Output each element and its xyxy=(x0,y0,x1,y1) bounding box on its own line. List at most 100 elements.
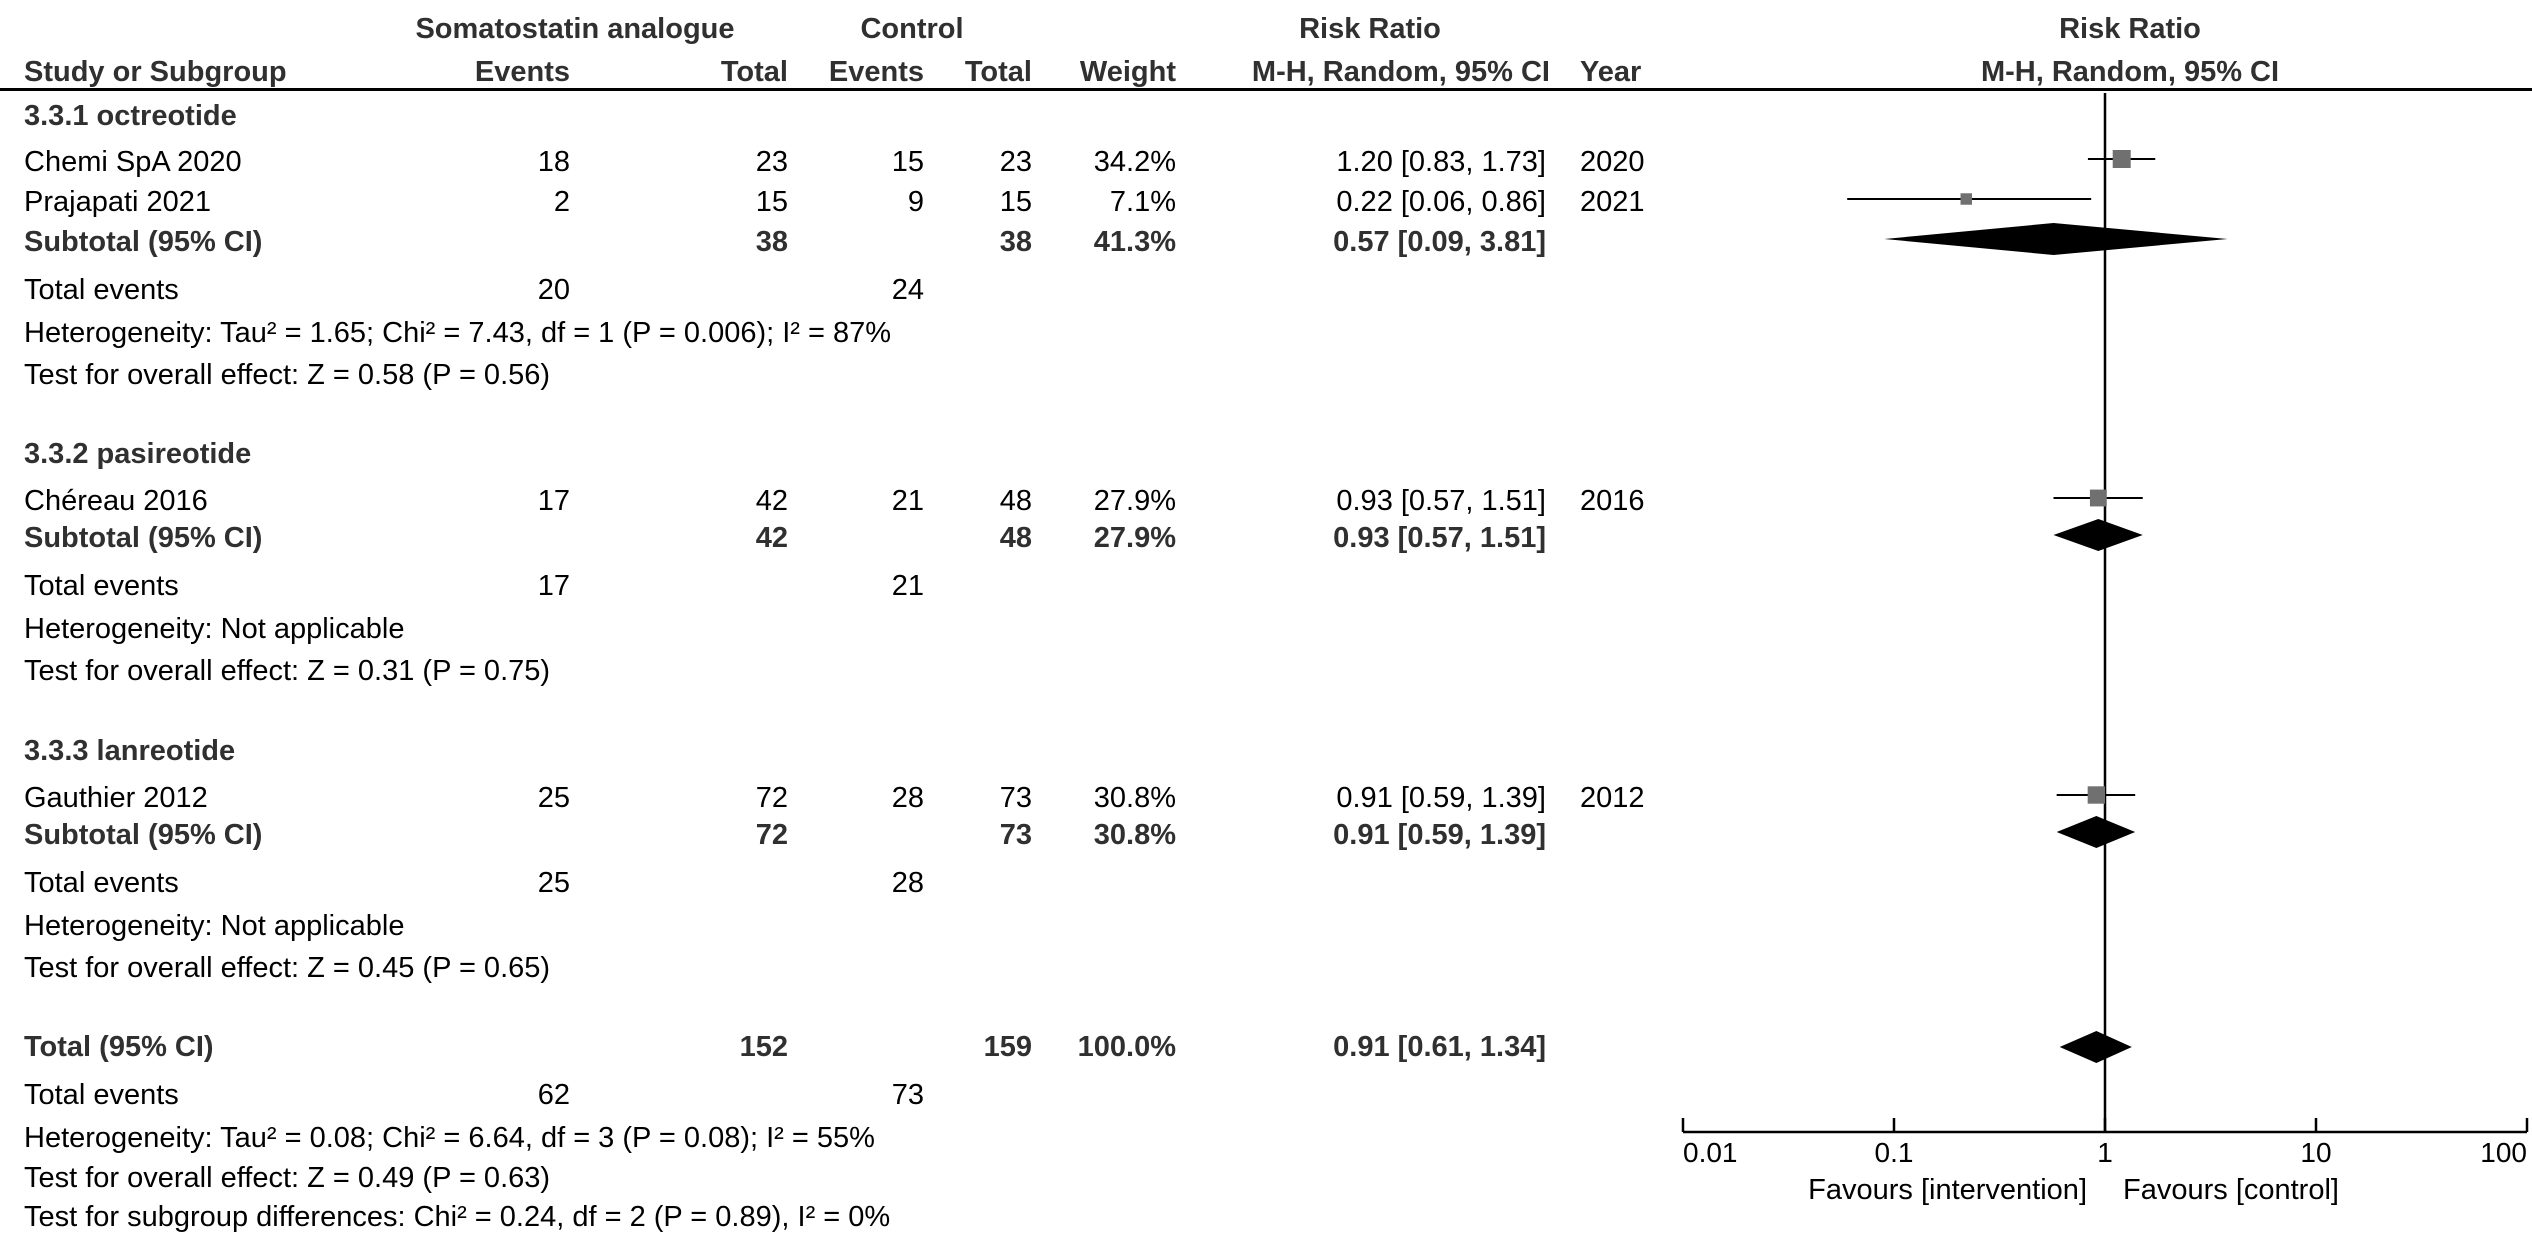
subtotal-label: Subtotal (95% CI) xyxy=(24,522,263,554)
study-weight: 34.2% xyxy=(1093,146,1176,178)
heterogeneity-text: Heterogeneity: Not applicable xyxy=(24,613,405,645)
subgroup-title: 3.3.3 lanreotide xyxy=(24,735,236,767)
subtotal-total2: 48 xyxy=(999,522,1032,554)
col-total1-header: Total xyxy=(720,56,788,88)
total-events2: 24 xyxy=(891,274,924,306)
study-total2: 15 xyxy=(999,186,1032,218)
x-axis-ticks: 0.01 0.1 1 10 100 xyxy=(1681,1118,2529,1168)
study-total2: 73 xyxy=(999,782,1032,814)
subtotal-ci: 0.93 [0.57, 1.51] xyxy=(1333,522,1546,554)
study-total1: 72 xyxy=(755,782,788,814)
study-point-estimate xyxy=(1960,193,1972,205)
study-name: Chemi SpA 2020 xyxy=(24,146,242,178)
study-weight: 7.1% xyxy=(1109,186,1176,218)
overall-ci: 0.91 [0.61, 1.34] xyxy=(1333,1031,1546,1063)
study-total1: 23 xyxy=(755,146,788,178)
total-events1: 25 xyxy=(537,867,570,899)
favours-control-label: Favours [control] xyxy=(2123,1174,2339,1206)
study-weight: 30.8% xyxy=(1093,782,1176,814)
col-events2-header: Events xyxy=(828,56,924,88)
study-events2: 9 xyxy=(907,186,924,218)
overall-effect-text: Test for overall effect: Z = 0.31 (P = 0… xyxy=(24,655,551,687)
x-axis-tick-label: 0.01 xyxy=(1683,1137,1738,1168)
overall-total1: 152 xyxy=(739,1031,788,1063)
subtotal-total2: 38 xyxy=(999,226,1032,258)
total-events1: 20 xyxy=(537,274,570,306)
study-year: 2020 xyxy=(1580,146,1645,178)
total-events1: 17 xyxy=(537,570,570,602)
overall-total2: 159 xyxy=(983,1031,1032,1063)
col-total2-header: Total xyxy=(964,56,1032,88)
study-point-estimate xyxy=(2112,150,2131,168)
col-year-header: Year xyxy=(1580,56,1642,88)
subtotal-ci: 0.57 [0.09, 3.81] xyxy=(1333,226,1546,258)
group2-header: Control xyxy=(860,13,964,45)
heterogeneity-text: Heterogeneity: Tau² = 1.65; Chi² = 7.43,… xyxy=(24,317,892,349)
pooled-diamond xyxy=(1884,223,2228,255)
subtotal-total1: 42 xyxy=(755,522,788,554)
study-events2: 28 xyxy=(891,782,924,814)
pooled-diamond xyxy=(2059,1031,2132,1063)
study-point-estimate xyxy=(2087,786,2106,804)
col-ci-header: M-H, Random, 95% CI xyxy=(1251,56,1550,88)
subtotal-total2: 73 xyxy=(999,819,1032,851)
total-events-label: Total events xyxy=(24,1079,179,1111)
study-events1: 2 xyxy=(553,186,570,218)
study-ci: 0.22 [0.06, 0.86] xyxy=(1336,186,1546,218)
study-events2: 21 xyxy=(891,485,924,517)
study-total1: 15 xyxy=(755,186,788,218)
study-name: Prajapati 2021 xyxy=(24,186,212,218)
study-point-estimate xyxy=(2089,489,2107,507)
subgroup-title: 3.3.2 pasireotide xyxy=(24,438,252,470)
study-ci: 0.91 [0.59, 1.39] xyxy=(1336,782,1546,814)
subtotal-total1: 72 xyxy=(755,819,788,851)
subtotal-ci: 0.91 [0.59, 1.39] xyxy=(1333,819,1546,851)
study-events2: 15 xyxy=(891,146,924,178)
total-events2: 28 xyxy=(891,867,924,899)
col-study-header: Study or Subgroup xyxy=(24,56,287,88)
x-axis-tick-label: 1 xyxy=(2097,1137,2113,1168)
plot-method-header: M-H, Random, 95% CI xyxy=(1980,56,2280,88)
group1-header: Somatostatin analogue xyxy=(415,13,735,45)
overall-effect-text: Test for overall effect: Z = 0.58 (P = 0… xyxy=(24,359,551,391)
forest-marks xyxy=(1847,150,2228,1063)
subtotal-total1: 38 xyxy=(755,226,788,258)
x-axis-tick-label: 0.1 xyxy=(1875,1137,1914,1168)
subtotal-label: Subtotal (95% CI) xyxy=(24,819,263,851)
heterogeneity-text: Heterogeneity: Not applicable xyxy=(24,910,405,942)
subtotal-weight: 30.8% xyxy=(1093,819,1176,851)
header-rule xyxy=(0,88,2532,91)
total-events-label: Total events xyxy=(24,570,179,602)
study-year: 2016 xyxy=(1580,485,1645,517)
study-name: Chéreau 2016 xyxy=(24,485,208,517)
col-weight-header: Weight xyxy=(1079,56,1176,88)
study-events1: 18 xyxy=(537,146,570,178)
subtotal-weight: 27.9% xyxy=(1093,522,1176,554)
study-year: 2012 xyxy=(1580,782,1645,814)
subtotal-weight: 41.3% xyxy=(1093,226,1176,258)
favours-intervention-label: Favours [intervention] xyxy=(1808,1174,2087,1206)
study-year: 2021 xyxy=(1580,186,1645,218)
study-ci: 1.20 [0.83, 1.73] xyxy=(1336,146,1546,178)
total-events2: 21 xyxy=(891,570,924,602)
plot-title: Risk Ratio xyxy=(2059,13,2201,45)
total-events-label: Total events xyxy=(24,274,179,306)
heterogeneity-text: Heterogeneity: Tau² = 0.08; Chi² = 6.64,… xyxy=(24,1122,875,1154)
x-axis-tick-label: 10 xyxy=(2300,1137,2331,1168)
overall-effect-text: Test for overall effect: Z = 0.45 (P = 0… xyxy=(24,952,551,984)
study-ci: 0.93 [0.57, 1.51] xyxy=(1336,485,1546,517)
study-weight: 27.9% xyxy=(1093,485,1176,517)
study-total2: 48 xyxy=(999,485,1032,517)
study-events1: 17 xyxy=(537,485,570,517)
study-name: Gauthier 2012 xyxy=(24,782,208,814)
col-events1-header: Events xyxy=(474,56,570,88)
overall-weight: 100.0% xyxy=(1077,1031,1176,1063)
study-total1: 42 xyxy=(755,485,788,517)
subtotal-label: Subtotal (95% CI) xyxy=(24,226,263,258)
pooled-diamond xyxy=(2053,519,2143,551)
subgroup-title: 3.3.1 octreotide xyxy=(24,100,237,132)
overall-total-label: Total (95% CI) xyxy=(24,1031,214,1063)
total-events2: 73 xyxy=(891,1079,924,1111)
